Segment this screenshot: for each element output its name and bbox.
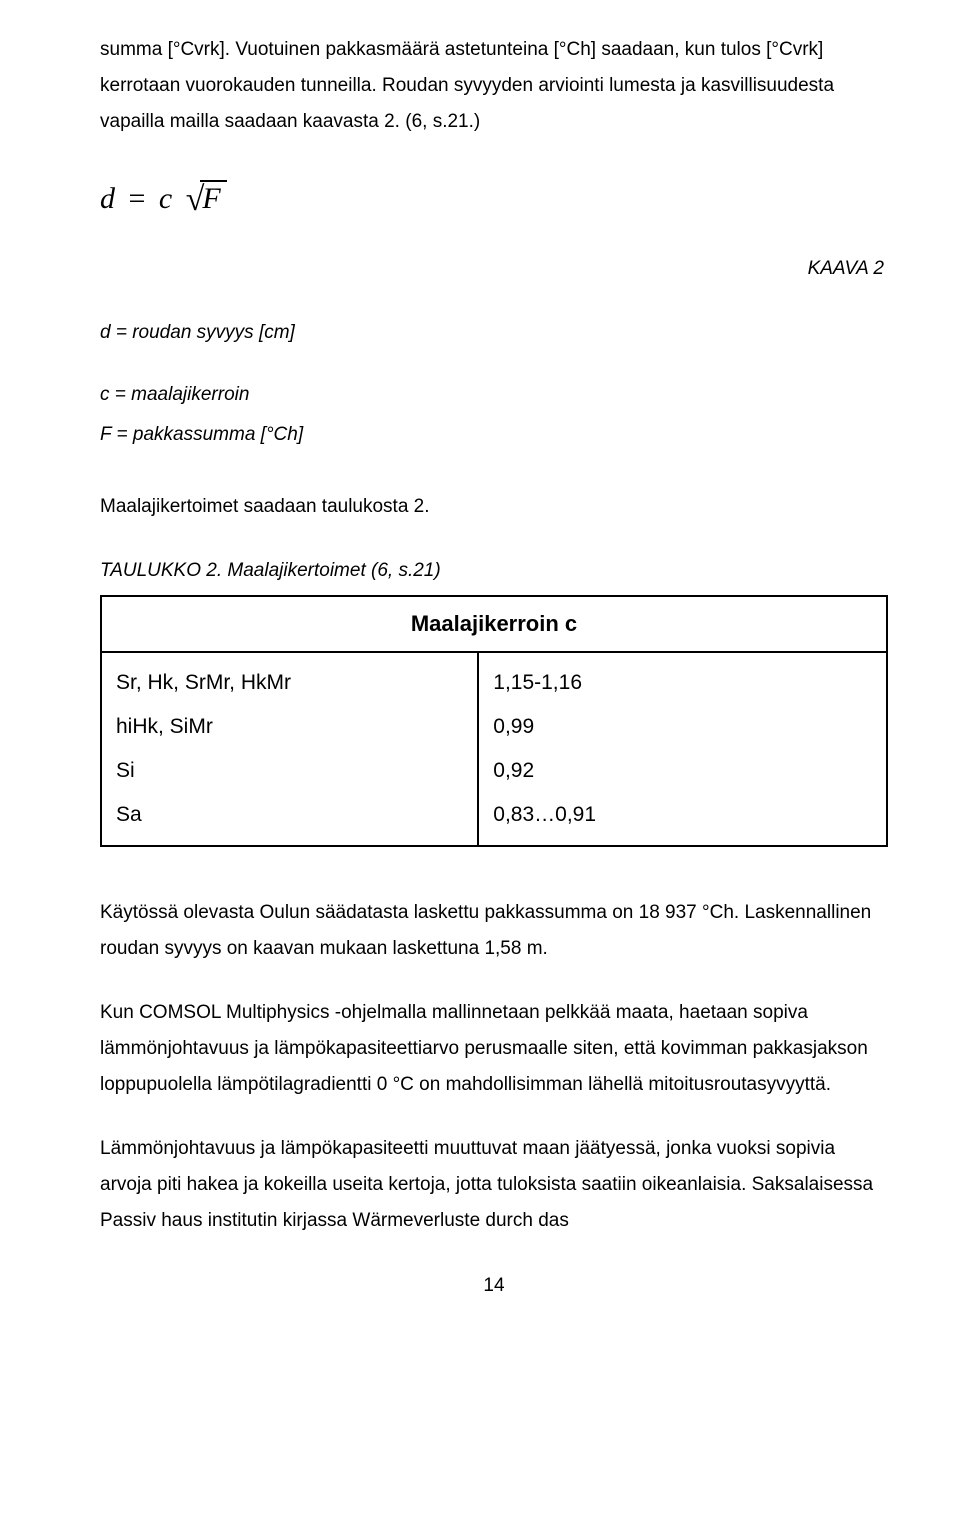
formula-coef: c — [159, 182, 172, 215]
formula-eq: = — [129, 182, 146, 215]
table-cell-val: 0,99 — [478, 705, 887, 749]
paragraph-4: Lämmönjohtavuus ja lämpökapasiteetti muu… — [100, 1131, 888, 1239]
sqrt-icon: √F — [186, 168, 227, 233]
table-cell-val: 0,92 — [478, 749, 887, 793]
document-page: summa [°Cvrk]. Vuotuinen pakkasmäärä ast… — [0, 0, 960, 1324]
table-cell-soil: hiHk, SiMr — [101, 705, 478, 749]
table-caption: TAULUKKO 2. Maalajikertoimet (6, s.21) — [100, 560, 441, 581]
paragraph-3: Kun COMSOL Multiphysics -ohjelmalla mall… — [100, 995, 888, 1103]
soil-coefficient-table: Maalajikerroin c Sr, Hk, SrMr, HkMr 1,15… — [100, 595, 888, 846]
page-number: 14 — [100, 1268, 888, 1304]
variable-definitions: d = roudan syvyys [cm] c = maalajikerroi… — [100, 315, 888, 453]
table-row: hiHk, SiMr 0,99 — [101, 705, 887, 749]
def-c: c = maalajikerroin — [100, 384, 249, 405]
formula-label: KAAVA 2 — [100, 251, 884, 287]
table-cell-val: 1,15-1,16 — [478, 652, 887, 705]
table-cell-soil: Si — [101, 749, 478, 793]
def-F: F = pakkassumma [°Ch] — [100, 424, 303, 445]
table-row: Si 0,92 — [101, 749, 887, 793]
formula-radicand: F — [200, 180, 226, 215]
table-cell-soil: Sr, Hk, SrMr, HkMr — [101, 652, 478, 705]
table-cell-soil: Sa — [101, 793, 478, 846]
formula: d = c √F — [100, 182, 227, 215]
formula-block: d = c √F — [100, 168, 888, 233]
table-row: Sr, Hk, SrMr, HkMr 1,15-1,16 — [101, 652, 887, 705]
paragraph-2: Käytössä olevasta Oulun säädatasta laske… — [100, 895, 888, 967]
paragraph-1: summa [°Cvrk]. Vuotuinen pakkasmäärä ast… — [100, 32, 888, 140]
table-row: Sa 0,83…0,91 — [101, 793, 887, 846]
table-header: Maalajikerroin c — [101, 596, 887, 652]
table-intro: Maalajikertoimet saadaan taulukosta 2. — [100, 489, 888, 525]
table-cell-val: 0,83…0,91 — [478, 793, 887, 846]
formula-lhs: d — [100, 182, 115, 215]
def-d: d = roudan syvyys [cm] — [100, 322, 295, 343]
